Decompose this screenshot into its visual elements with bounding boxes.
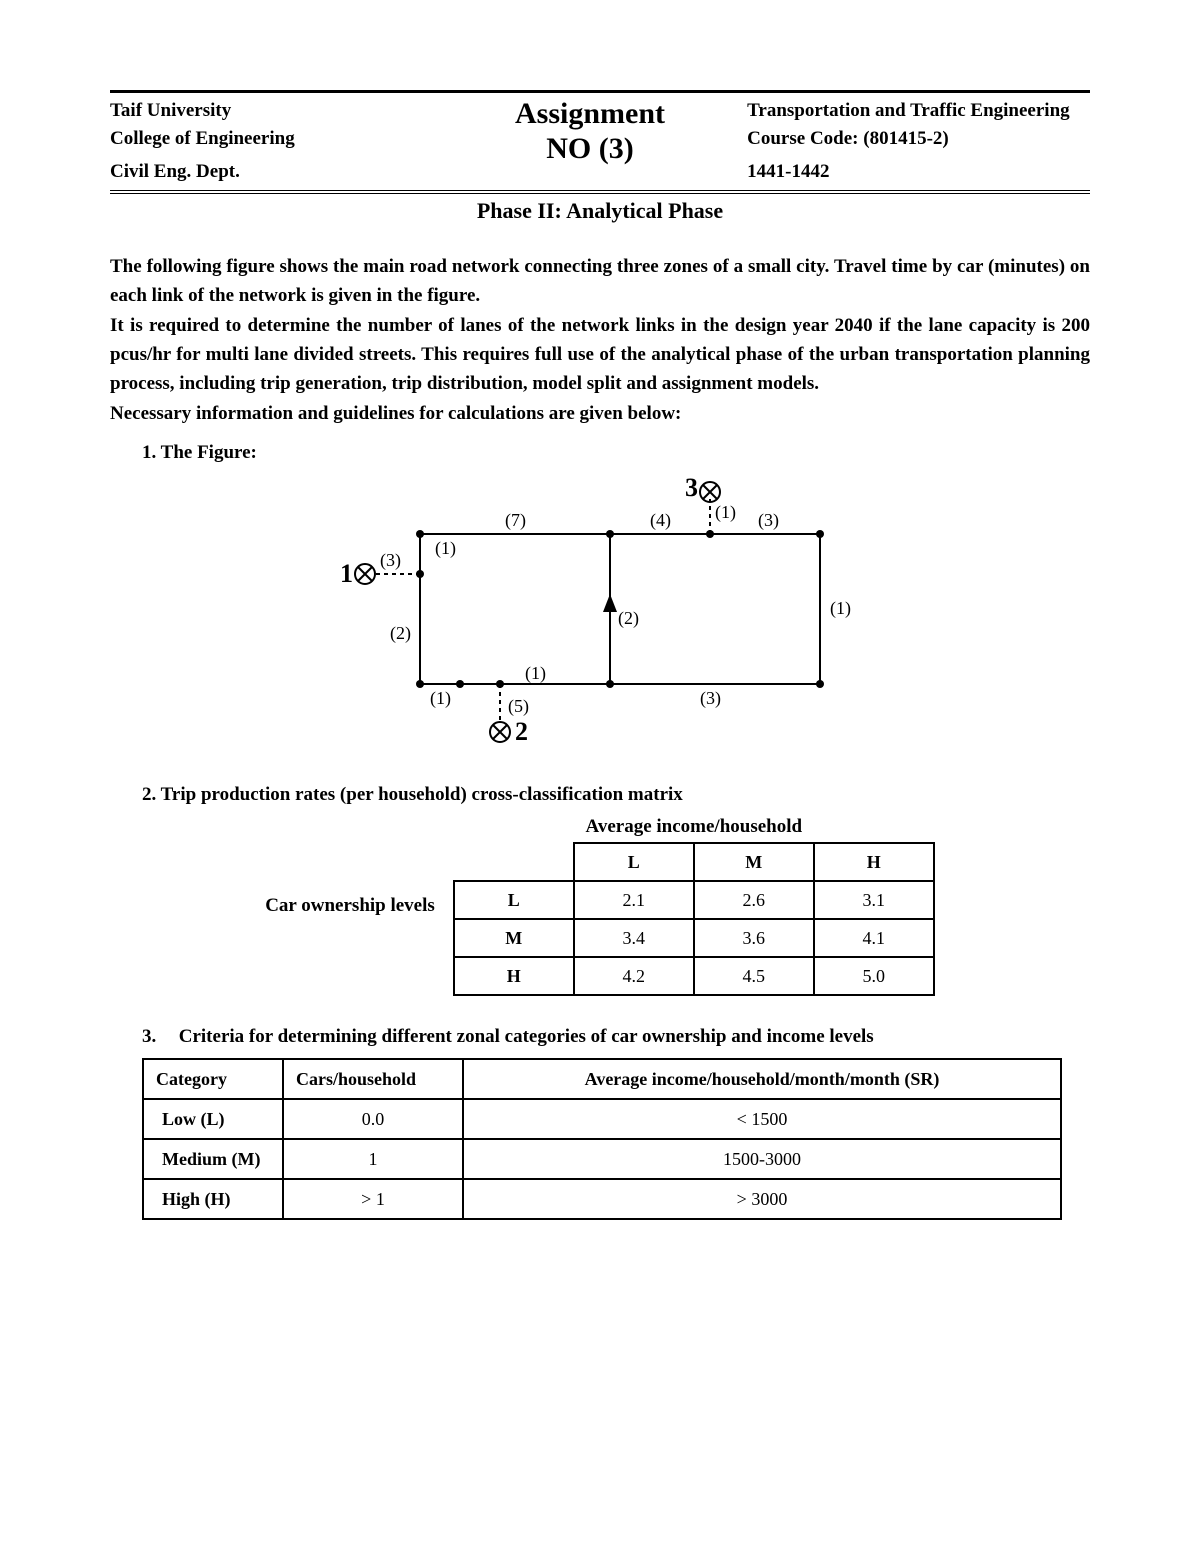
assignment-label: Assignment — [453, 97, 727, 132]
link-time-top-right: (3) — [758, 510, 779, 531]
criteria-cars-low: 0.0 — [283, 1099, 463, 1139]
zone-1-label: 1 — [340, 559, 353, 588]
header-right-block: Transportation and Traffic Engineering C… — [727, 97, 1090, 186]
section-3-text: Criteria for determining different zonal… — [174, 1026, 874, 1048]
centroid-time-z2: (5) — [508, 696, 529, 717]
criteria-cat-low: Low (L) — [143, 1099, 283, 1139]
page-container: Taif University College of Engineering C… — [0, 0, 1200, 1553]
department-name: Civil Eng. Dept. — [110, 158, 453, 186]
criteria-income-high: > 3000 — [463, 1179, 1061, 1219]
link-time-left: (2) — [390, 623, 411, 644]
header-center-block: Assignment NO (3) — [453, 97, 727, 166]
academic-year: 1441-1442 — [747, 158, 1090, 186]
document-header: Taif University College of Engineering C… — [110, 90, 1090, 194]
section-2-heading: 2. Trip production rates (per household)… — [142, 784, 1090, 806]
link-time-inner-bottom: (1) — [525, 663, 546, 684]
link-time-top-mid: (4) — [650, 510, 671, 531]
course-title: Transportation and Traffic Engineering — [747, 97, 1090, 125]
criteria-header-cars: Cars/household — [283, 1059, 463, 1099]
zone-3-label: 3 — [685, 474, 698, 502]
network-figure: 1 2 3 (7) (4) (3) (1) (3) (1) (2) (2) (1… — [110, 474, 1090, 764]
matrix-cell: 4.2 — [574, 957, 694, 995]
matrix-cell: 4.1 — [814, 919, 934, 957]
centroid-time-z3: (1) — [715, 502, 736, 523]
matrix-cell: 3.4 — [574, 919, 694, 957]
intro-paragraph-2: It is required to determine the number o… — [110, 311, 1090, 399]
college-name: College of Engineering — [110, 125, 453, 153]
link-time-bottom-right: (3) — [700, 688, 721, 709]
matrix-cell: 5.0 — [814, 957, 934, 995]
link-time-inner-top: (1) — [435, 538, 456, 559]
criteria-cars-high: > 1 — [283, 1179, 463, 1219]
link-time-right: (1) — [830, 598, 851, 619]
matrix-col-L: L — [574, 843, 694, 881]
section-1-heading: 1. The Figure: — [142, 442, 1090, 464]
university-name: Taif University — [110, 97, 453, 125]
criteria-table: Category Cars/household Average income/h… — [142, 1058, 1062, 1220]
matrix-row-superlabel: Car ownership levels — [265, 895, 453, 917]
criteria-cat-high: High (H) — [143, 1179, 283, 1219]
criteria-header-income: Average income/household/month/month (SR… — [463, 1059, 1061, 1099]
matrix-cell: 2.6 — [694, 881, 814, 919]
link-time-top-left: (7) — [505, 510, 526, 531]
network-diagram-svg: 1 2 3 (7) (4) (3) (1) (3) (1) (2) (2) (1… — [320, 474, 880, 764]
link-time-bottom-left: (1) — [430, 688, 451, 709]
section-3-heading: 3. Criteria for determining different zo… — [142, 1026, 1090, 1048]
matrix-row-M: M — [454, 919, 574, 957]
criteria-income-low: < 1500 — [463, 1099, 1061, 1139]
centroid-time-z1: (3) — [380, 550, 401, 571]
matrix-col-M: M — [694, 843, 814, 881]
criteria-cat-med: Medium (M) — [143, 1139, 283, 1179]
criteria-cars-med: 1 — [283, 1139, 463, 1179]
matrix-cell: 4.5 — [694, 957, 814, 995]
course-code: Course Code: (801415-2) — [747, 125, 1090, 153]
matrix-cell: 3.1 — [814, 881, 934, 919]
matrix-col-superlabel: Average income/household — [453, 816, 935, 838]
link-time-mid-vert: (2) — [618, 608, 639, 629]
matrix-table-block: Car ownership levels Average income/hous… — [110, 816, 1090, 996]
matrix-col-H: H — [814, 843, 934, 881]
zone-2-label: 2 — [515, 717, 528, 746]
assignment-number: NO (3) — [453, 132, 727, 167]
matrix-table-with-header: Average income/household L M H L 2.1 2.6… — [453, 816, 935, 996]
header-left-block: Taif University College of Engineering C… — [110, 97, 453, 186]
matrix-cell: 2.1 — [574, 881, 694, 919]
criteria-income-med: 1500-3000 — [463, 1139, 1061, 1179]
matrix-row-L: L — [454, 881, 574, 919]
intro-paragraph-1: The following figure shows the main road… — [110, 252, 1090, 311]
trip-rate-matrix: L M H L 2.1 2.6 3.1 M 3.4 3.6 4.1 H — [453, 842, 935, 996]
intro-paragraph-3: Necessary information and guidelines for… — [110, 399, 1090, 428]
phase-title: Phase II: Analytical Phase — [110, 194, 1090, 232]
matrix-cell: 3.6 — [694, 919, 814, 957]
matrix-row-H: H — [454, 957, 574, 995]
criteria-header-category: Category — [143, 1059, 283, 1099]
